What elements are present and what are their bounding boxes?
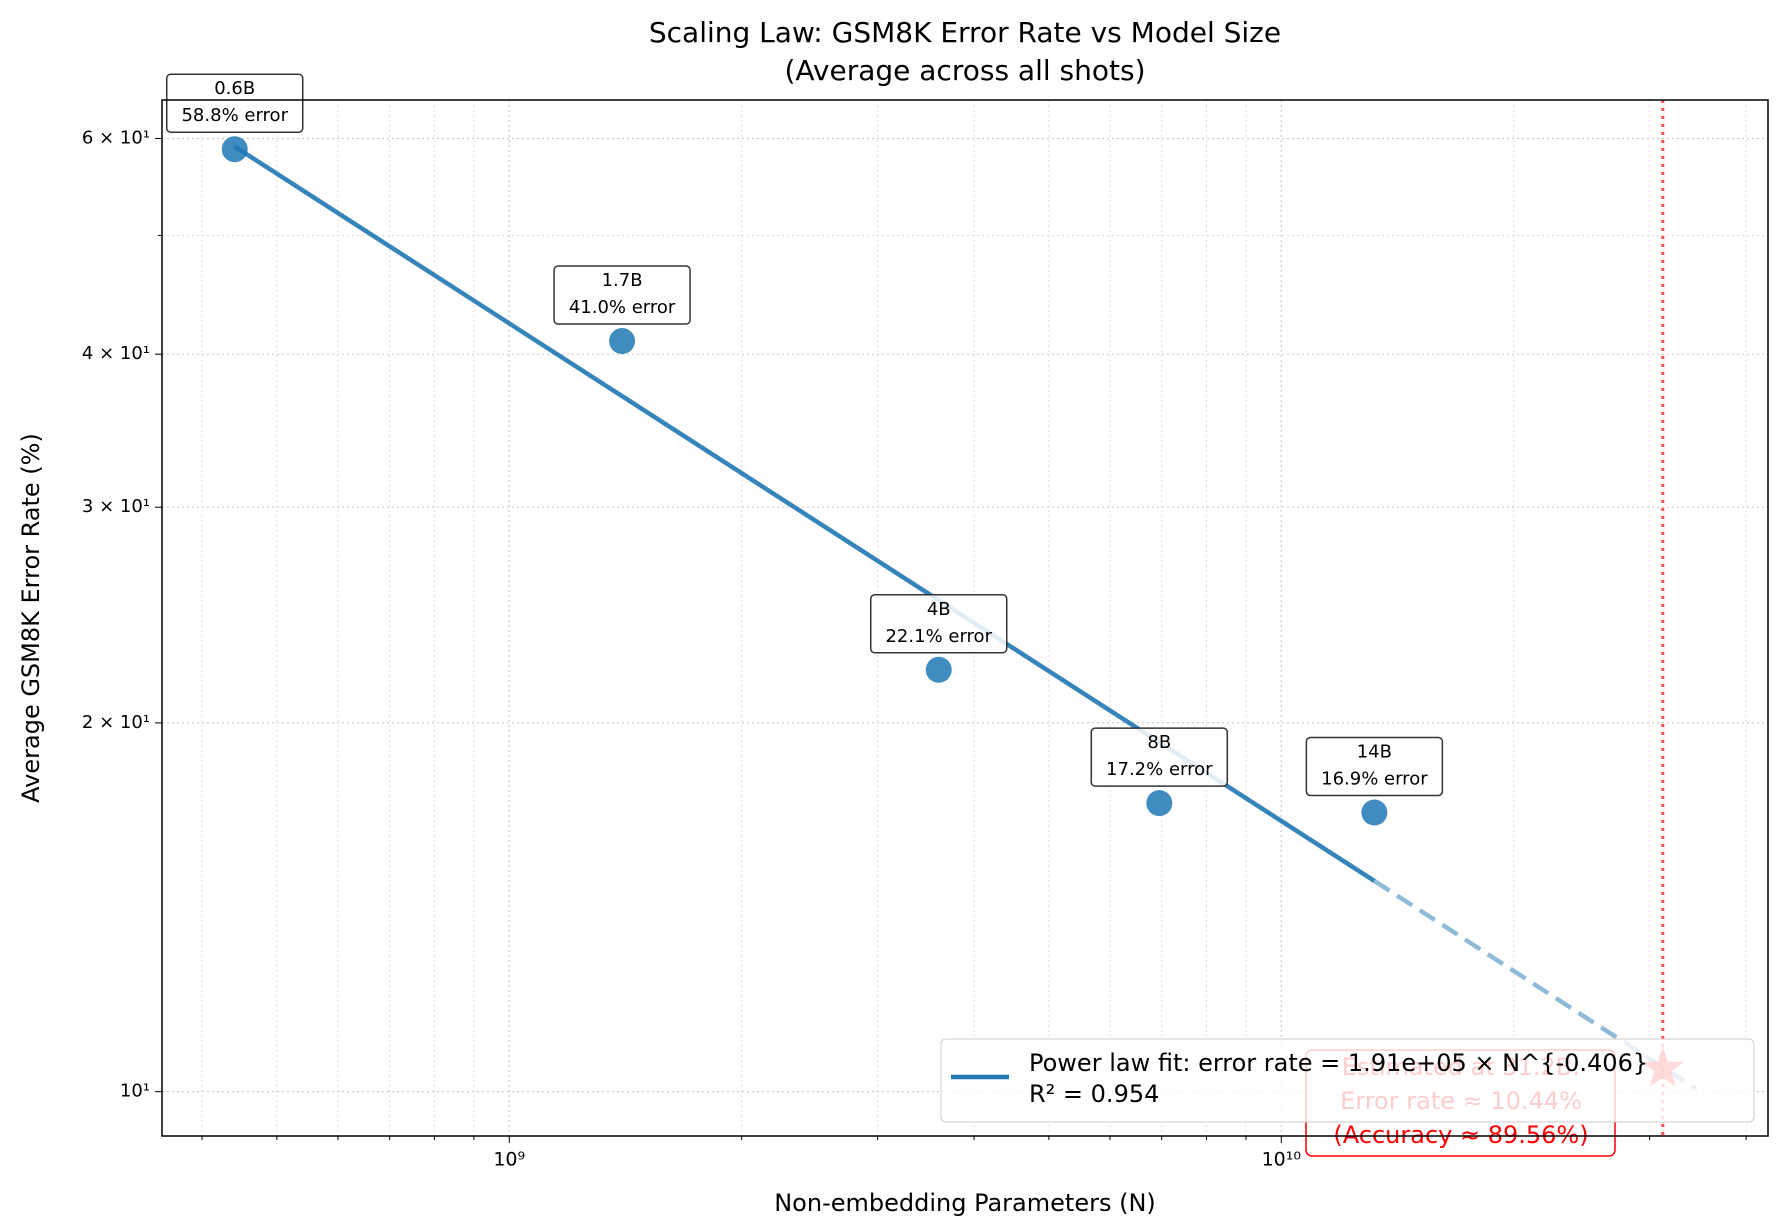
data-point <box>1361 799 1388 826</box>
value-label: 58.8% error <box>181 105 288 126</box>
fit-extrapolation <box>1373 879 1698 1091</box>
plot-frame <box>161 99 1769 1137</box>
x-tick-label: 10¹⁰ <box>1262 1149 1301 1171</box>
legend-label: Power law fit: error rate = 1.91e+05 × N… <box>1029 1049 1648 1077</box>
point-label: 14B <box>1357 742 1392 763</box>
chart-subtitle: (Average across all shots) <box>784 54 1145 87</box>
point-label: 1.7B <box>602 270 643 291</box>
y-tick-label: 3 × 10¹ <box>82 496 150 517</box>
data-point <box>1146 790 1173 817</box>
value-label: 22.1% error <box>885 626 992 647</box>
point-label: 0.6B <box>214 78 255 99</box>
y-tick-label: 2 × 10¹ <box>82 712 150 733</box>
point-label: 8B <box>1147 732 1171 753</box>
y-axis-label: Average GSM8K Error Rate (%) <box>17 433 45 803</box>
value-label: 17.2% error <box>1106 759 1213 780</box>
point-label: 4B <box>927 599 951 620</box>
data-point <box>609 328 636 355</box>
chart-title: Scaling Law: GSM8K Error Rate vs Model S… <box>649 16 1281 49</box>
value-label: 41.0% error <box>569 297 676 318</box>
y-tick-label: 4 × 10¹ <box>82 343 150 364</box>
value-label: 16.9% error <box>1321 769 1428 790</box>
point-label-box <box>165 73 304 133</box>
x-tick-label: 10⁹ <box>493 1149 525 1171</box>
data-point <box>925 656 952 683</box>
legend-box <box>940 1038 1755 1123</box>
y-tick-label: 10¹ <box>120 1081 150 1102</box>
point-label-box <box>1305 736 1444 797</box>
point-label-box <box>1090 727 1229 787</box>
x-axis-label: Non-embedding Parameters (N) <box>774 1189 1156 1217</box>
estimate-label: (Accuracy ≈ 89.56%) <box>1333 1121 1588 1149</box>
point-label-box <box>869 594 1008 654</box>
legend-label: R² = 0.954 <box>1029 1080 1159 1108</box>
data-point <box>221 136 248 163</box>
y-tick-label: 6 × 10¹ <box>82 127 150 148</box>
point-label-box <box>553 265 691 325</box>
